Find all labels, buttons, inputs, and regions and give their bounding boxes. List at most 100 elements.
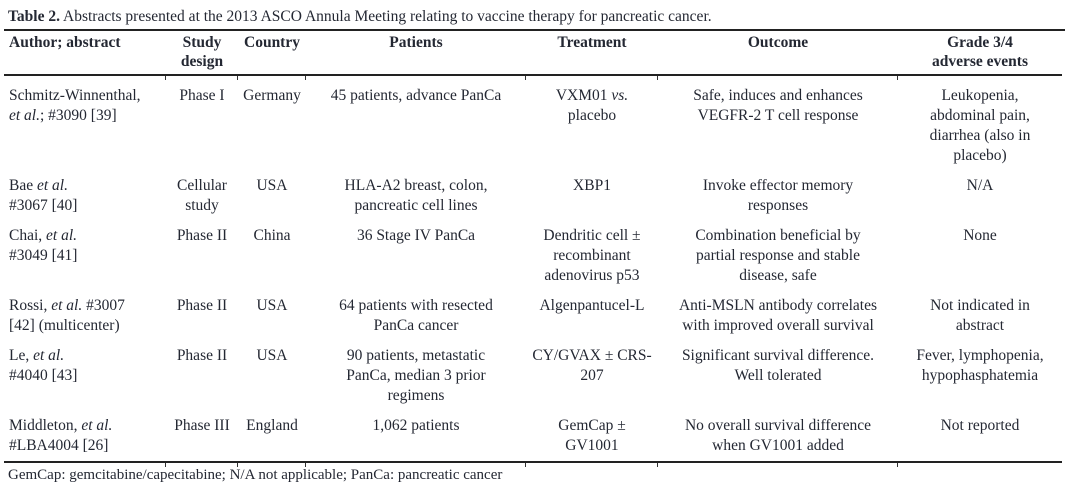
header-cell-study-design: Study design: [165, 31, 238, 80]
text: 64 patients with resected PanCa cancer: [339, 297, 493, 334]
text: Fever, lymphopenia, hypophasphatemia: [916, 347, 1044, 384]
cell-author-abstract: Le, et al. #4040 [43]: [4, 336, 166, 406]
cell-outcome: No overall survival difference when GV10…: [657, 406, 898, 467]
cell-author-abstract: Middleton, et al. #LBA4004 [26]: [4, 406, 166, 462]
cell-treatment: VXM01 vs. placebo: [526, 75, 658, 166]
table-row: Middleton, et al. #LBA4004 [26] Phase III…: [4, 406, 1062, 467]
cell-country: England: [237, 406, 306, 467]
italic-text: et al.: [81, 417, 113, 434]
cell-study-design: Phase I: [166, 75, 238, 166]
text: XBP1: [573, 177, 611, 194]
cell-adverse-events: N/A: [898, 166, 1062, 216]
cell-treatment: CY/GVAX ± CRS- 207: [526, 336, 658, 406]
text: #LBA4004 [26]: [9, 437, 109, 454]
cell-treatment: Algenpantucel-L: [526, 286, 658, 336]
table-body: Schmitz-Winnenthal, et al.; #3090 [39] Ph…: [4, 75, 1062, 467]
cell-country: China: [238, 216, 306, 286]
cell-author-abstract: Schmitz-Winnenthal, et al.; #3090 [39]: [4, 75, 166, 166]
header-cell-author-abstract: Author; abstract: [4, 31, 166, 75]
cell-patients: 64 patients with resected PanCa cancer: [306, 286, 526, 336]
text: Not indicated in abstract: [930, 297, 1030, 334]
cell-country: USA: [238, 166, 306, 216]
table-row: Schmitz-Winnenthal, et al.; #3090 [39] Ph…: [4, 75, 1062, 166]
text: 36 Stage IV PanCa: [356, 227, 476, 244]
cell-outcome: Safe, induces and enhances VEGFR-2 T cel…: [658, 75, 898, 166]
table-row: Chai, et al. #3049 [41] Phase II China 36 S…: [4, 216, 1062, 286]
table-footnote: GemCap: gemcitabine/capecitabine; N/A no…: [8, 467, 503, 483]
cell-adverse-events: Not indicated in abstract: [898, 286, 1062, 336]
table-caption: Table 2. Abstracts presented at the 2013…: [4, 7, 1065, 31]
text: Significant survival difference. Well to…: [681, 347, 875, 384]
cell-adverse-events: None: [898, 216, 1062, 286]
cell-treatment: GemCap ± GV1001: [525, 406, 658, 467]
cell-patients: 1,062 patients: [305, 406, 526, 467]
text: 45 patients, advance PanCa: [330, 87, 502, 104]
italic-text: et al.: [9, 107, 40, 124]
italic-text: et al.: [51, 297, 83, 314]
italic-text: et al.: [33, 347, 65, 364]
text: Rossi,: [9, 297, 52, 314]
cell-treatment: XBP1: [526, 166, 658, 216]
cell-country: Germany: [238, 75, 306, 166]
table-caption-text: Abstracts presented at the 2013 ASCO Ann…: [59, 8, 712, 25]
text: #4040 [43]: [9, 367, 78, 384]
text: USA: [256, 297, 288, 314]
text: Author; abstract: [9, 34, 121, 51]
cell-adverse-events: Fever, lymphopenia, hypophasphatemia: [898, 336, 1062, 406]
header-cell-treatment: Treatment: [525, 31, 658, 80]
text: Phase I: [179, 87, 225, 104]
text: None: [963, 227, 997, 244]
text: Anti-MSLN antibody correlates with impro…: [678, 297, 877, 334]
cell-author-abstract: Chai, et al. #3049 [41]: [4, 216, 166, 286]
cell-country: USA: [238, 336, 306, 406]
italic-text: et al.: [46, 227, 78, 244]
text: VXM01: [555, 87, 612, 104]
cell-country: USA: [238, 286, 306, 336]
text: Country: [244, 34, 300, 51]
cell-treatment: Dendritic cell ± recombinant adenovirus …: [526, 216, 658, 286]
text: Chai,: [9, 227, 47, 244]
table-row: Rossi, et al. #3007 [42] (multicenter) Ph…: [4, 286, 1062, 336]
text: No overall survival difference when GV10…: [684, 417, 872, 454]
text: Treatment: [557, 34, 627, 51]
text: Bae: [9, 177, 37, 194]
italic-text: vs.: [611, 87, 629, 104]
text: Outcome: [747, 34, 809, 51]
header-row: Author; abstract Study design Country Patie…: [4, 31, 1062, 80]
text: 90 patients, metastatic PanCa, median 3 …: [346, 347, 486, 404]
text: CY/GVAX ± CRS- 207: [532, 347, 652, 384]
cell-patients: 90 patients, metastatic PanCa, median 3 …: [306, 336, 526, 406]
text: Dendritic cell ± recombinant adenovirus …: [543, 227, 641, 284]
cell-author-abstract: Bae et al. #3067 [40]: [4, 166, 166, 216]
text: #3067 [40]: [9, 197, 78, 214]
text: Algenpantucel-L: [539, 297, 645, 314]
cell-outcome: Anti-MSLN antibody correlates with impro…: [658, 286, 898, 336]
text: Germany: [243, 87, 301, 104]
text: 1,062 patients: [372, 417, 460, 434]
cell-study-design: Phase II: [166, 286, 238, 336]
text: Leukopenia, abdominal pain, diarrhea (al…: [929, 87, 1031, 164]
italic-text: et al.: [36, 177, 68, 194]
text: Cellular study: [177, 177, 227, 214]
text: England: [246, 417, 298, 434]
text: China: [253, 227, 291, 244]
table-caption-label: Table 2.: [8, 8, 60, 25]
text: #3049 [41]: [9, 247, 78, 264]
text: Safe, induces and enhances VEGFR-2 T cel…: [693, 87, 863, 124]
cell-study-design: Phase II: [166, 336, 238, 406]
text: Invoke effector memory responses: [702, 177, 854, 214]
cell-adverse-events: Not reported: [897, 406, 1062, 467]
table-row: Bae et al. #3067 [40] Cellular study USA HL…: [4, 166, 1062, 216]
text: Phase II: [176, 227, 228, 244]
cell-outcome: Combination beneficial by partial respon…: [658, 216, 898, 286]
text: Combination beneficial by partial respon…: [695, 227, 861, 284]
cell-author-abstract: Rossi, et al. #3007 [42] (multicenter): [4, 286, 166, 336]
text: N/A: [966, 177, 994, 194]
text: Study design: [180, 34, 224, 70]
text: placebo: [567, 107, 617, 124]
text: USA: [256, 347, 288, 364]
cell-outcome: Significant survival difference. Well to…: [658, 336, 898, 406]
cell-study-design: Phase III: [165, 406, 238, 467]
text: Le,: [9, 347, 34, 364]
